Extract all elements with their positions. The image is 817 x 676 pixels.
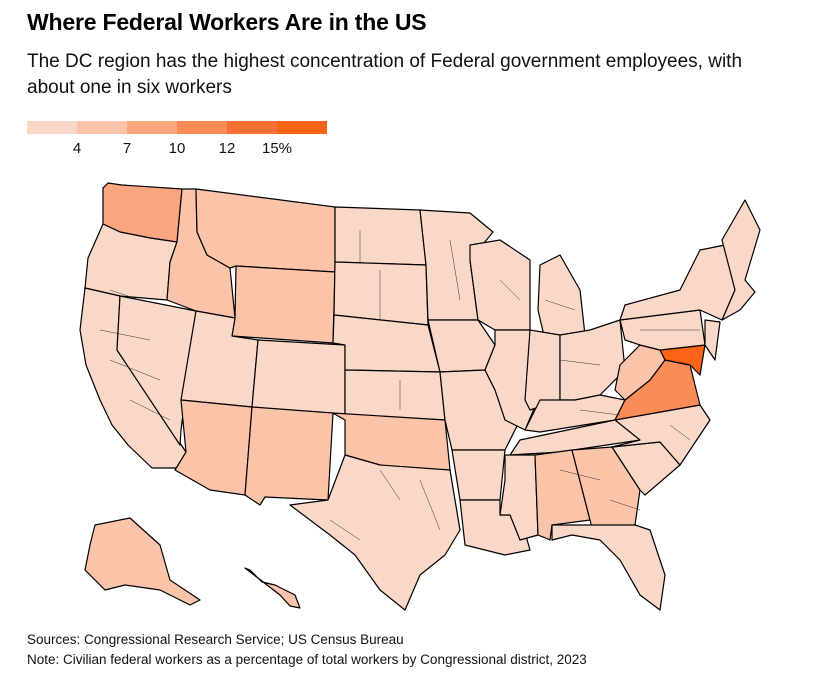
color-legend: 4 7 10 12 15% xyxy=(27,121,327,161)
legend-label-4: 4 xyxy=(72,140,82,157)
state-north-dakota xyxy=(334,206,427,266)
legend-swatch-3 xyxy=(127,121,177,134)
legend-label-10: 10 xyxy=(168,140,186,157)
district-boundaries xyxy=(329,469,441,541)
legend-label-7: 7 xyxy=(122,140,132,157)
chart-title: Where Federal Workers Are in the US xyxy=(27,9,427,35)
legend-label-12: 12 xyxy=(218,140,236,157)
legend-swatch-4 xyxy=(177,121,227,134)
legend-swatch-5 xyxy=(227,121,277,134)
district-boundaries xyxy=(449,239,576,311)
state-nevada xyxy=(116,295,197,446)
state-new-york xyxy=(619,244,736,321)
state-arkansas xyxy=(451,449,506,501)
state-indiana xyxy=(524,329,561,411)
source-note: Sources: Congressional Research Service;… xyxy=(27,632,404,647)
legend-swatch-2 xyxy=(77,121,127,134)
state-wisconsin xyxy=(469,239,531,331)
district-boundaries xyxy=(559,424,691,511)
state-new-england xyxy=(721,199,761,321)
district-boundaries xyxy=(99,289,171,421)
state-colorado xyxy=(251,339,346,416)
state-north-carolina xyxy=(611,404,711,466)
state-florida xyxy=(551,524,666,611)
legend-swatch-1 xyxy=(27,121,77,134)
district-boundaries xyxy=(359,230,401,410)
state-montana xyxy=(195,188,336,273)
state-kansas xyxy=(344,369,446,421)
legend-swatch-6 xyxy=(277,121,327,134)
chart-subtitle: The DC region has the highest concentrat… xyxy=(27,51,743,98)
state-kentucky xyxy=(524,394,626,433)
us-map xyxy=(79,182,761,611)
state-new-mexico xyxy=(244,406,334,506)
legend-label-15: 15% xyxy=(261,140,293,157)
state-south-dakota xyxy=(333,261,429,326)
state-hawaii xyxy=(244,567,301,609)
state-michigan xyxy=(537,254,586,341)
district-boundaries xyxy=(559,329,700,416)
state-wyoming xyxy=(231,265,336,344)
state-new-jersey xyxy=(704,319,721,361)
state-alaska xyxy=(84,517,201,606)
methodology-note: Note: Civilian federal workers as a perc… xyxy=(27,652,587,667)
state-iowa xyxy=(427,319,496,373)
state-texas xyxy=(289,454,461,611)
state-arizona xyxy=(174,399,253,496)
